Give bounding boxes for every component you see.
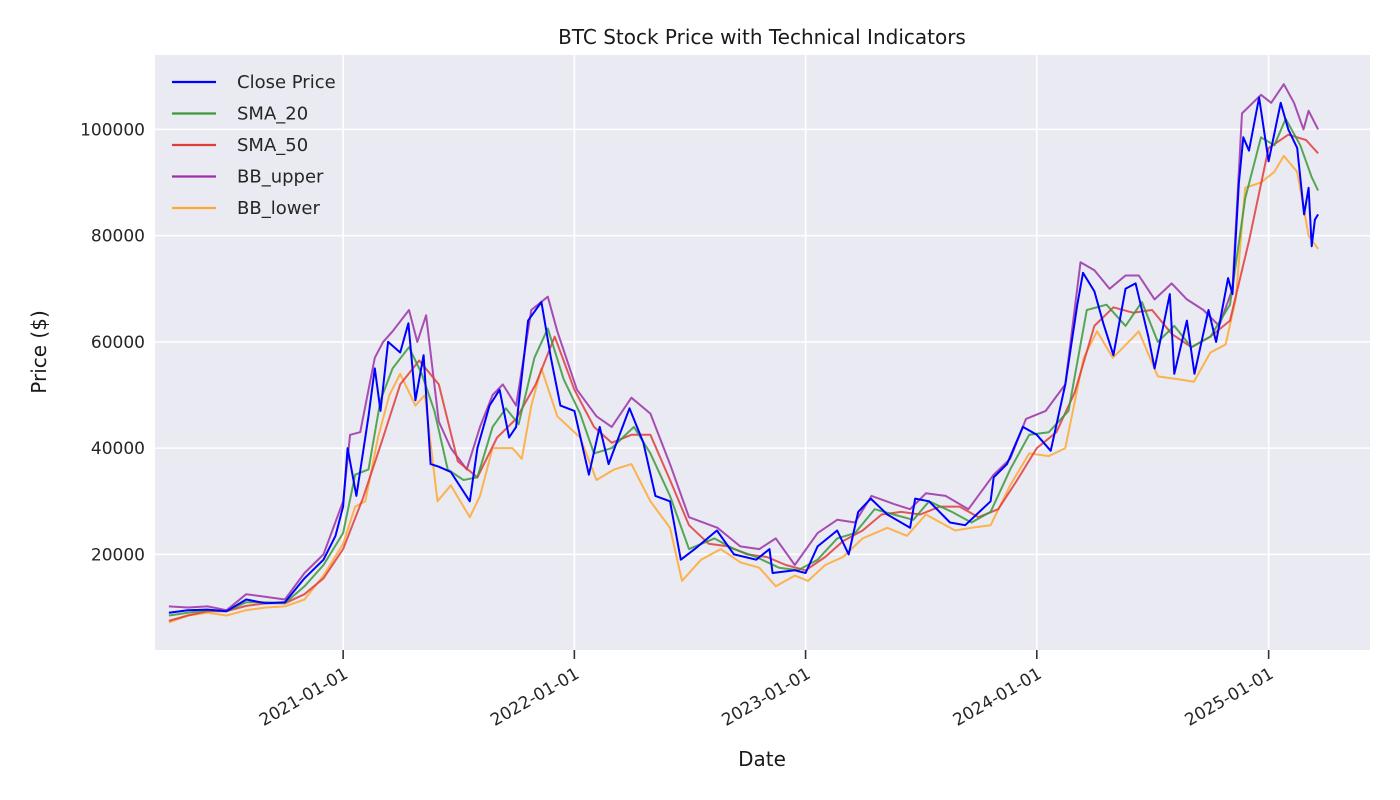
grid-lines [155, 55, 1370, 650]
y-axis-label: Price ($) [27, 310, 51, 393]
x-axis-label: Date [738, 747, 786, 771]
series-line-close-price [168, 96, 1319, 614]
y-tick-label: 80000 [91, 227, 145, 247]
legend-label-sma-20: SMA_20 [237, 104, 308, 125]
legend-label-bb-upper: BB_upper [237, 167, 324, 188]
series-line-sma-20 [168, 117, 1320, 617]
y-tick-label: 40000 [91, 439, 145, 459]
y-tick-label: 100000 [80, 120, 145, 140]
chart-title: BTC Stock Price with Technical Indicator… [558, 25, 966, 49]
legend-label-close-price: Close Price [237, 72, 336, 93]
series-line-bb-lower [168, 154, 1319, 624]
y-tick-label: 20000 [91, 545, 145, 565]
series-layer [168, 83, 1320, 624]
legend-label-sma-50: SMA_50 [237, 135, 308, 156]
plot-area [155, 55, 1370, 650]
y-axis: 20000 40000 60000 80000 100000 [80, 120, 145, 565]
legend-label-bb-lower: BB_lower [237, 198, 321, 219]
y-tick-label: 60000 [91, 333, 145, 353]
series-line-bb-upper [168, 83, 1319, 612]
legend: Close Price SMA_20 SMA_50 BB_upper BB_lower [172, 72, 336, 219]
